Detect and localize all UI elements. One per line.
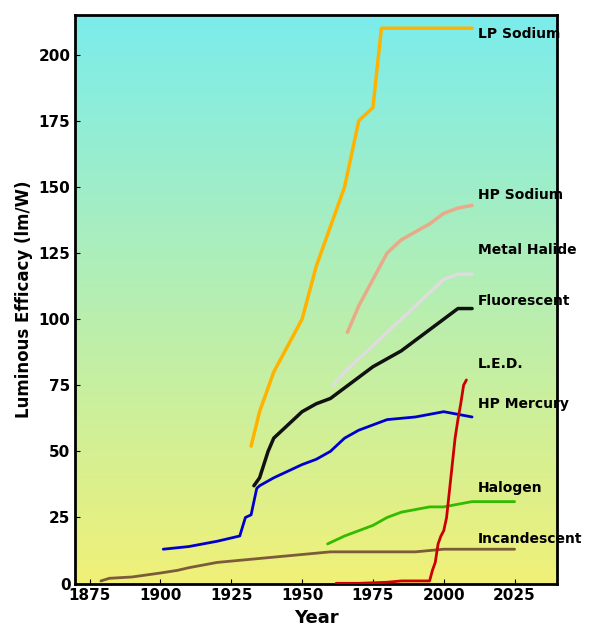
Text: Fluorescent: Fluorescent <box>478 293 570 308</box>
Text: HP Mercury: HP Mercury <box>478 397 569 411</box>
Text: Metal Halide: Metal Halide <box>478 243 577 257</box>
Text: LP Sodium: LP Sodium <box>478 26 560 40</box>
Y-axis label: Luminous Efficacy (lm/W): Luminous Efficacy (lm/W) <box>15 180 33 418</box>
Text: L.E.D.: L.E.D. <box>478 357 523 371</box>
Text: HP Sodium: HP Sodium <box>478 188 563 202</box>
Text: Incandescent: Incandescent <box>478 532 582 546</box>
X-axis label: Year: Year <box>294 609 338 627</box>
Text: Halogen: Halogen <box>478 482 542 496</box>
